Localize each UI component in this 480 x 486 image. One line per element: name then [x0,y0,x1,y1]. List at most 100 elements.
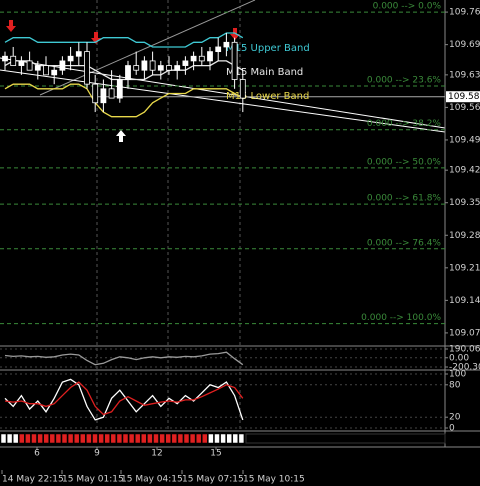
y-tick-label: 20 [449,413,461,423]
x-tick-label: 15 May 10:15 [243,475,305,485]
state-cell [55,433,62,444]
candle-body [157,65,164,71]
current-price-box [446,91,480,103]
state-cell [202,433,208,444]
buy-arrow [116,130,126,142]
state-cell [208,433,214,444]
y-tick-label: 109.215 [449,263,480,273]
candle-body [133,65,140,71]
x-tick-label: 14 May 22:15 [2,475,64,485]
candle-body [51,69,58,76]
candle-body [75,51,82,57]
y-tick-label: -200.30 [449,363,480,373]
candle-body [116,79,123,99]
candle-body [182,60,189,66]
state-cell [159,433,165,444]
candle-body [149,60,156,71]
state-cell [19,433,25,444]
x-tick-label: 15 May 01:15 [62,475,124,485]
state-cell [141,433,147,444]
state-cell [189,433,196,444]
candle-body [26,60,33,71]
state-cell [220,433,226,444]
fib-label: 0.000 --> 38.2% [367,119,442,129]
x-tick-label: 15 May 04:15 [121,475,183,485]
sell-arrow [6,20,16,32]
candle-body [141,60,148,71]
candle-body [2,55,8,62]
state-cell [73,433,80,444]
state-cell [37,433,43,444]
state-track [245,433,446,444]
candle-body [59,60,66,71]
state-cell [128,433,135,444]
series-line [4,381,244,416]
state-cell [31,433,37,444]
state-cell [171,433,178,444]
state-cell [25,433,31,444]
state-cell [110,433,117,444]
x-minor-label: 6 [34,449,40,459]
sell-arrow [230,28,240,40]
y-tick-label: 109.075 [449,328,480,338]
candle-body [207,51,213,62]
candle-body [108,88,115,99]
state-cell [147,433,153,444]
candle-body [43,65,49,76]
state-cell [183,433,190,444]
state-cell [49,433,56,444]
series-line [4,83,244,118]
state-cell [61,433,68,444]
candle-body [84,51,90,85]
candle-body [67,55,74,62]
x-tick-label: 15 May 07:15 [182,475,244,485]
y-tick-label: 80 [449,380,461,390]
state-cell [238,433,245,444]
y-tick-label: 109.285 [449,231,480,241]
candle-body [190,55,197,62]
fib-label: 0.000 --> 23.6% [367,76,442,86]
state-cell [226,433,232,444]
state-cell [6,433,13,444]
y-tick-label: 109.765 [449,8,480,18]
trend-line [39,0,256,96]
state-cell [214,433,220,444]
x-minor-label: 15 [210,449,221,459]
candle-body [215,46,222,53]
state-cell [116,433,123,444]
state-cell [0,433,7,444]
legend-label: M15 Lower Band [226,91,309,102]
state-cell [12,433,19,444]
state-cell [67,433,74,444]
candle-body [100,88,107,104]
y-tick-label: 109.695 [449,40,480,50]
state-cell [98,433,104,444]
x-minor-label: 12 [151,449,162,459]
state-cell [43,433,49,444]
legend-label: M15 Upper Band [226,43,310,54]
y-tick-label: 0.00 [449,353,469,363]
candle-body [239,79,246,99]
fib-label: 0.000 --> 100.0% [361,313,441,323]
series-line [4,378,244,421]
candle-body [125,65,131,80]
y-tick-label: 109.630 [449,70,480,80]
y-tick-label: 0 [449,424,455,434]
state-cell [177,433,184,444]
candle-body [34,65,41,71]
candle-body [10,55,17,66]
y-tick-label: 100 [449,370,466,380]
trend-line [0,69,446,133]
y-tick-label: 190.066 [449,345,480,355]
state-cell [232,433,239,444]
state-cell [104,433,110,444]
y-tick-label: 109.490 [449,135,480,145]
candle-body [92,83,99,104]
candle-body [166,65,172,71]
series-line [4,351,244,366]
state-cell [80,433,86,444]
state-cell [122,433,129,444]
series-line [4,32,244,48]
fib-label: 0.000 --> 0.0% [373,2,442,12]
